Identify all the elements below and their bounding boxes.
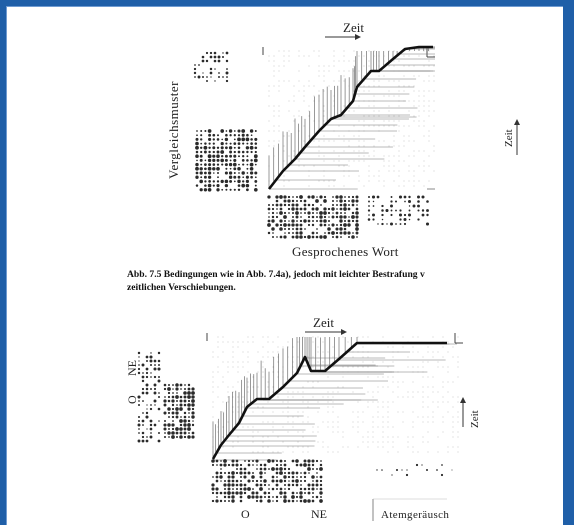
bottom-noise-label: Atemgeräusch [381, 509, 450, 521]
bottom-time-label-vertical: Zeit [469, 410, 481, 428]
top-warping-path [267, 45, 433, 190]
bottom-y-label-o: O [125, 395, 139, 404]
top-spoken-word-pattern-right [367, 195, 430, 226]
bottom-y-label-ne: NE [125, 360, 139, 376]
top-y-axis-label: Vergleichsmuster [166, 80, 181, 179]
top-reference-pattern-lower [195, 129, 258, 192]
top-time-label-horizontal: Zeit [343, 20, 364, 35]
top-spoken-word-pattern [267, 195, 359, 239]
bottom-noise-pattern [376, 463, 453, 477]
bottom-warping-path [211, 341, 447, 460]
bottom-time-label-horizontal: Zeit [313, 315, 334, 330]
top-hatch-horizontal [269, 46, 435, 190]
figure-caption-line-1: Abb. 7.5 Bedingungen wie in Abb. 7.4a), … [127, 269, 425, 280]
figure-page: Zeit Zeit Vergleichsmuster Gesprochenes … [6, 6, 563, 525]
bottom-hatch-vertical [212, 337, 358, 459]
bottom-grid-faint-dots [212, 336, 459, 453]
bottom-x-label-ne: NE [311, 507, 327, 521]
bottom-spoken-word-pattern [211, 459, 323, 503]
top-x-axis-label: Gesprochenes Wort [292, 244, 399, 259]
top-time-label-vertical: Zeit [503, 129, 515, 147]
top-reference-pattern-upper [193, 51, 229, 83]
figure-caption-line-2: zeitlichen Verschiebungen. [127, 282, 236, 293]
bottom-x-label-o: O [241, 507, 250, 521]
figure-artwork [137, 34, 520, 521]
bottom-reference-pattern-left [137, 351, 161, 443]
bottom-reference-pattern-right [163, 383, 195, 439]
top-hatch-vertical [268, 47, 429, 189]
